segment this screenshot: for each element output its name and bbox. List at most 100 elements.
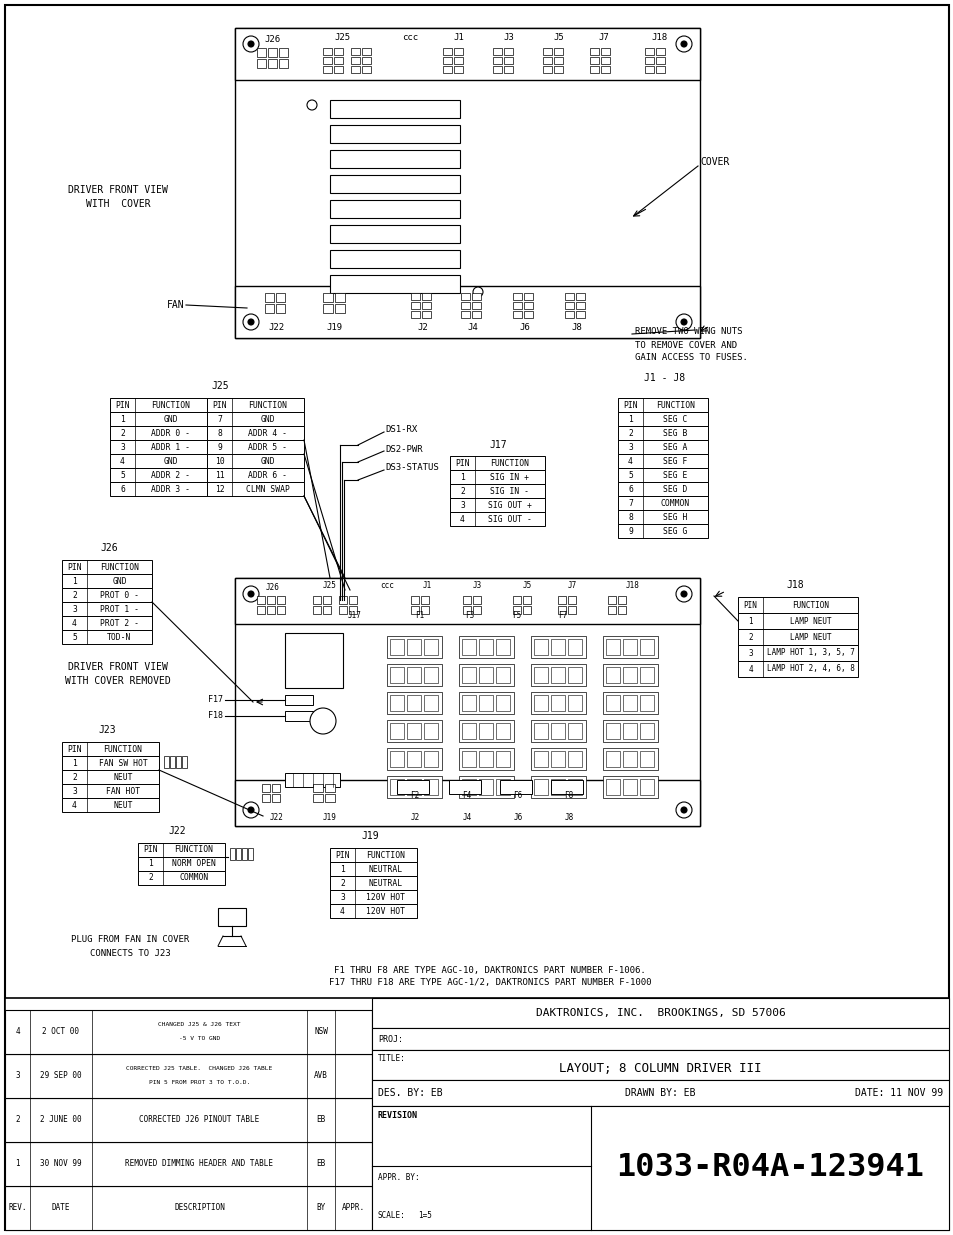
Bar: [207, 426, 304, 440]
Text: 11: 11: [214, 471, 224, 479]
Text: 4: 4: [459, 515, 464, 524]
Bar: [551, 695, 564, 711]
Bar: [207, 454, 304, 468]
Bar: [622, 779, 637, 795]
Circle shape: [248, 319, 253, 325]
Bar: [589, 48, 598, 56]
Bar: [390, 695, 403, 711]
Text: J17: J17: [348, 611, 361, 620]
Bar: [442, 57, 452, 64]
Bar: [622, 751, 637, 767]
Bar: [267, 597, 274, 604]
Bar: [338, 606, 347, 614]
Text: FAN: FAN: [167, 300, 185, 310]
Text: J2: J2: [410, 813, 419, 821]
Text: ccc: ccc: [379, 582, 394, 590]
Bar: [542, 48, 552, 56]
Text: CORRECTED J26 PINOUT TABLE: CORRECTED J26 PINOUT TABLE: [139, 1115, 259, 1125]
Bar: [461, 638, 476, 655]
Text: FUNCTION: FUNCTION: [791, 600, 828, 610]
Bar: [267, 606, 274, 614]
Text: 30 NOV 99: 30 NOV 99: [40, 1160, 82, 1168]
Text: J18: J18: [785, 580, 803, 590]
Bar: [262, 784, 270, 792]
Text: 3: 3: [72, 604, 77, 614]
Bar: [534, 695, 547, 711]
Text: NEUT: NEUT: [113, 773, 132, 782]
Bar: [330, 876, 416, 890]
Text: J25: J25: [335, 32, 351, 42]
Bar: [278, 48, 288, 57]
Text: EB: EB: [316, 1160, 325, 1168]
Bar: [207, 440, 304, 454]
Bar: [110, 482, 207, 496]
Bar: [622, 722, 637, 739]
Bar: [423, 751, 437, 767]
Bar: [313, 794, 323, 802]
Bar: [387, 692, 441, 714]
Text: J18: J18: [651, 32, 667, 42]
Text: J3: J3: [472, 582, 481, 590]
Bar: [234, 578, 700, 826]
Text: NEUT: NEUT: [113, 800, 132, 809]
Bar: [478, 638, 493, 655]
Bar: [372, 1050, 948, 1079]
Text: FAN SW HOT: FAN SW HOT: [98, 758, 147, 767]
Text: PROT 2 -: PROT 2 -: [100, 619, 139, 627]
Text: 6: 6: [120, 484, 125, 494]
Text: DES. BY: EB: DES. BY: EB: [377, 1088, 442, 1098]
Bar: [450, 456, 544, 471]
Text: J26: J26: [265, 35, 281, 43]
Bar: [330, 200, 459, 219]
Bar: [334, 65, 343, 73]
Text: SEG E: SEG E: [662, 471, 687, 479]
Text: PROT 1 -: PROT 1 -: [100, 604, 139, 614]
Text: REMOVE TWO WING NUTS: REMOVE TWO WING NUTS: [635, 327, 741, 336]
Text: DS2-PWR: DS2-PWR: [385, 445, 422, 453]
Circle shape: [473, 287, 482, 296]
Bar: [407, 751, 420, 767]
Text: J8: J8: [564, 813, 573, 821]
Bar: [513, 293, 521, 300]
Text: J7: J7: [567, 582, 576, 590]
Text: FUNCTION: FUNCTION: [490, 458, 529, 468]
Text: SIG IN -: SIG IN -: [490, 487, 529, 495]
Bar: [330, 249, 459, 268]
Bar: [361, 65, 371, 73]
Bar: [513, 303, 521, 309]
Bar: [138, 857, 225, 871]
Bar: [460, 311, 470, 317]
Bar: [605, 695, 619, 711]
Text: PIN: PIN: [742, 600, 757, 610]
Bar: [313, 606, 320, 614]
Circle shape: [680, 806, 686, 813]
Text: PIN: PIN: [622, 400, 638, 410]
Bar: [285, 711, 313, 721]
Text: LAMP NEUT: LAMP NEUT: [789, 616, 830, 625]
Circle shape: [676, 585, 691, 601]
Bar: [531, 720, 585, 742]
Bar: [323, 48, 332, 56]
Text: 5: 5: [627, 471, 632, 479]
Text: F3: F3: [465, 611, 475, 620]
Text: F18: F18: [208, 711, 223, 720]
Bar: [602, 664, 658, 685]
Bar: [313, 597, 320, 604]
Bar: [639, 638, 654, 655]
Bar: [534, 638, 547, 655]
Text: J17: J17: [489, 440, 506, 450]
Text: FAN HOT: FAN HOT: [106, 787, 140, 795]
Text: J22: J22: [270, 813, 284, 821]
Circle shape: [676, 802, 691, 818]
Bar: [454, 65, 462, 73]
Text: SEG B: SEG B: [662, 429, 687, 437]
Bar: [496, 695, 510, 711]
Text: NORM OPEN: NORM OPEN: [172, 860, 215, 868]
Text: SEG F: SEG F: [662, 457, 687, 466]
Bar: [738, 661, 857, 677]
Text: ADDR 5 -: ADDR 5 -: [248, 442, 287, 452]
Text: LAMP HOT 1, 3, 5, 7: LAMP HOT 1, 3, 5, 7: [766, 648, 854, 657]
Bar: [607, 606, 616, 614]
Text: BY: BY: [316, 1203, 325, 1213]
Bar: [602, 692, 658, 714]
